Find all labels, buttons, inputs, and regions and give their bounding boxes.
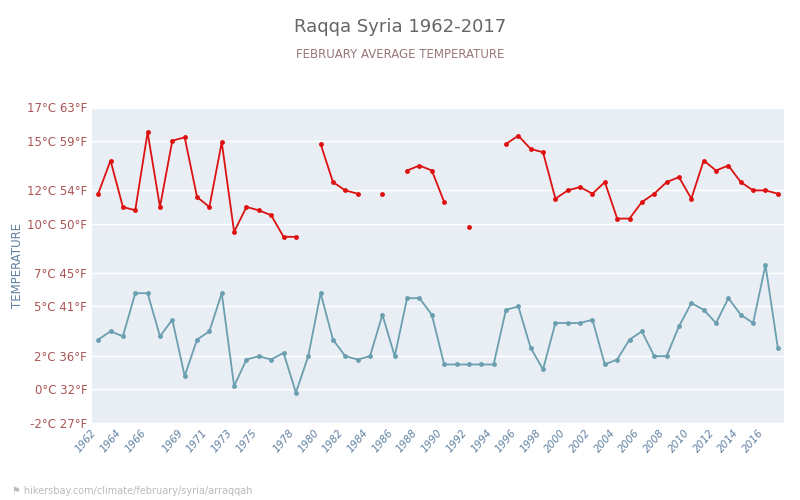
Y-axis label: TEMPERATURE: TEMPERATURE <box>11 222 24 308</box>
Legend: NIGHT, DAY: NIGHT, DAY <box>350 494 526 500</box>
Text: ⚑ hikersbay.com/climate/february/syria/arraqqah: ⚑ hikersbay.com/climate/february/syria/a… <box>12 486 253 496</box>
Text: Raqqa Syria 1962-2017: Raqqa Syria 1962-2017 <box>294 18 506 36</box>
Text: FEBRUARY AVERAGE TEMPERATURE: FEBRUARY AVERAGE TEMPERATURE <box>296 48 504 60</box>
